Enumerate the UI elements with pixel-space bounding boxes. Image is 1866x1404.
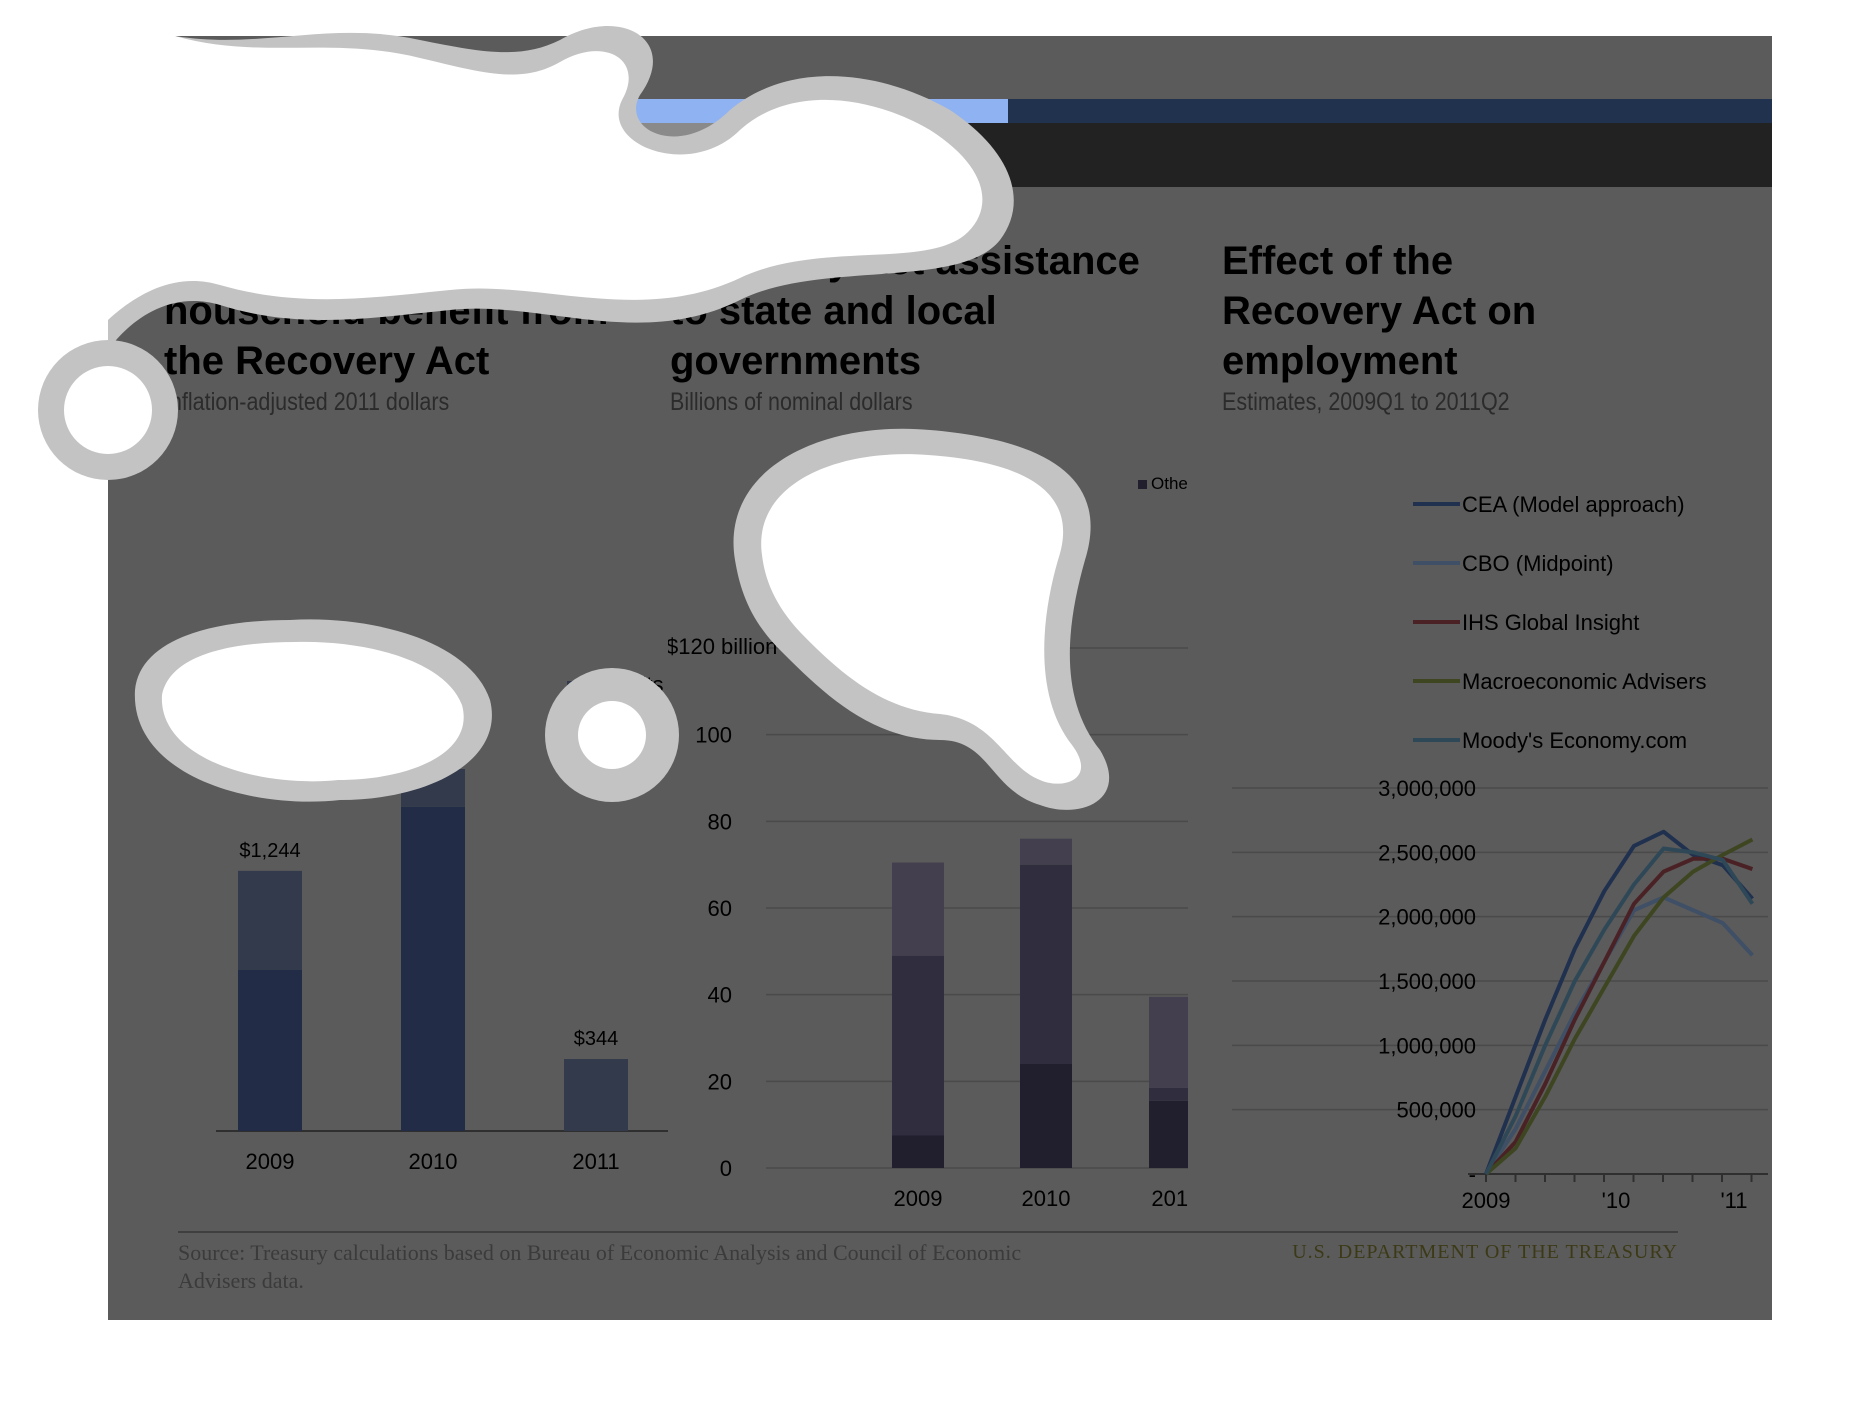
bar-education-2009 (892, 862, 944, 956)
x-tick-label: 2009 (246, 1149, 295, 1174)
agency-name: U.S. DEPARTMENT OF THE TREASURY (1292, 1241, 1678, 1263)
page-title: The Recovery Act (224, 127, 574, 180)
slide: Crisis Response 6 The Recovery Act Avera… (108, 36, 1772, 1320)
legend-label-cea: CEA (Model approach) (1462, 492, 1685, 517)
data-label-2011: $344 (574, 1028, 619, 1050)
bar-other-2010 (1020, 1064, 1072, 1168)
legend-label-macroeconomic-advisers: Macroeconomic Advisers (1462, 669, 1707, 694)
bar-education-2010 (1020, 838, 1072, 865)
bar-medicaid-2010 (1020, 864, 1072, 1064)
y-tick-label: 20 (708, 1069, 732, 1094)
legend-label-tax-cuts: Tax cuts (584, 727, 665, 752)
household-benefit-chart: $1,244 2009 $1,731 2010 $344 2011 Benefits Tax … (216, 672, 668, 1174)
bar-benefits-2010 (401, 769, 465, 807)
bar-tax-cuts-2010 (401, 806, 465, 1131)
x-tick-label: '11 (1720, 1188, 1747, 1213)
panel-3-subtitle: Estimates, 2009Q1 to 2011Q2 (1222, 388, 1510, 416)
bar-benefits-2009 (238, 870, 302, 970)
data-label-2010: $1,731 (402, 738, 463, 760)
legend-label-other: Other (1151, 474, 1188, 493)
x-tick-label: 2010 (1022, 1186, 1071, 1211)
footer-rule (178, 1231, 1678, 1233)
legend-label-education: Education (849, 474, 925, 493)
legend-swatch-other (1138, 480, 1147, 489)
y-tick-label: 100 (695, 723, 732, 748)
section-label: Crisis Response (180, 101, 314, 120)
panel-1-subtitle: Inflation-adjusted 2011 dollars (164, 388, 450, 416)
x-tick-label: '10 (1602, 1188, 1631, 1213)
y-tick-label: 500,000 (1396, 1098, 1476, 1123)
panel-3-title: Effect of the Recovery Act on employment (1222, 239, 1537, 383)
legend-label-moodys: Moody's Economy.com (1462, 728, 1687, 753)
source-note: Source: Treasury calculations based on B… (178, 1240, 1022, 1293)
legend-label-benefits: Benefits (584, 672, 664, 697)
legend-label-medicaid: Medicaid (1003, 474, 1071, 493)
legend-label-ihs-global-insight: IHS Global Insight (1462, 610, 1639, 635)
x-tick-label: 2009 (894, 1186, 943, 1211)
y-tick-label: 40 (708, 983, 732, 1008)
legend-swatch-medicaid (990, 480, 999, 489)
y-tick-label: 80 (708, 809, 732, 834)
y-tick-label: $120 billion (668, 634, 777, 659)
y-tick-label: 2,000,000 (1378, 905, 1476, 930)
bar-tax-cuts-2009 (238, 969, 302, 1131)
series-line-ihs-global-insight (1484, 856, 1754, 1176)
series-line-macroeconomic-advisers (1484, 837, 1754, 1176)
panel-2-title: Recovery Act assistance to state and loc… (670, 239, 1140, 383)
y-tick-label: 2,500,000 (1378, 840, 1476, 865)
x-tick-label: 2010 (409, 1149, 458, 1174)
y-tick-label: 60 (708, 896, 732, 921)
section-number: 6 (180, 128, 204, 175)
data-label-2009: $1,244 (239, 840, 300, 862)
x-tick-label: 2011 (1151, 1186, 1188, 1211)
bar-medicaid-2011 (1149, 1087, 1188, 1101)
legend-swatch-tax-cuts (567, 736, 577, 746)
panel-2-subtitle: Billions of nominal dollars (670, 388, 913, 416)
legend-swatch-benefits (567, 681, 577, 691)
employment-effect-chart: -500,0001,000,0001,500,0002,000,0002,500… (1232, 492, 1768, 1216)
x-tick-label: Q1 (1471, 1214, 1500, 1216)
x-tick-label: 2009 (1462, 1188, 1511, 1213)
bar-medicaid-2009 (892, 955, 944, 1136)
bar-other-2009 (892, 1135, 944, 1168)
panel-1-title: Average annual household benefit from th… (164, 239, 609, 383)
y-tick-label: 1,000,000 (1378, 1033, 1476, 1058)
bar-other-2011 (1149, 1100, 1188, 1168)
x-tick-label: 2011 (572, 1149, 619, 1174)
bar-education-2011 (1149, 996, 1188, 1088)
y-tick-label: 3,000,000 (1378, 776, 1476, 801)
y-tick-label: 0 (720, 1156, 732, 1181)
y-tick-label: 1,500,000 (1378, 969, 1476, 994)
state-local-assistance-chart: 0 20 40 60 80 100 $120 billion 2009 2010 2011 Educ… (668, 474, 1188, 1211)
legend-swatch-education (836, 480, 845, 489)
legend-label-cbo: CBO (Midpoint) (1462, 551, 1614, 576)
series-line-moodys (1484, 846, 1755, 1175)
bar-benefits-2011 (564, 1059, 628, 1131)
